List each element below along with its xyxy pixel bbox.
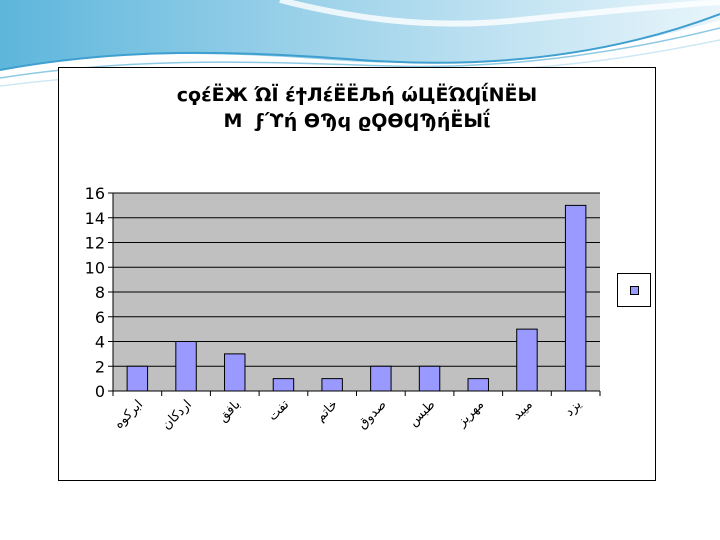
chart-legend — [617, 273, 651, 307]
y-tick-label: 12 — [85, 234, 105, 253]
bar — [225, 354, 245, 391]
bar — [371, 366, 391, 391]
x-tick-label: صدوق — [355, 397, 390, 432]
y-tick-label: 8 — [95, 283, 105, 302]
x-tick-label: طبس — [406, 397, 438, 429]
x-tick-label: اردکان — [159, 397, 195, 433]
y-tick-label: 2 — [95, 357, 105, 376]
x-tick-label: یزد — [562, 397, 585, 420]
x-tick-label: بافق — [216, 397, 244, 425]
y-tick-label: 4 — [95, 333, 105, 352]
y-tick-label: 10 — [85, 258, 105, 277]
x-tick-label: ابرکوه — [111, 397, 146, 432]
x-tick-label: میبد — [510, 397, 536, 423]
bar — [127, 366, 147, 391]
legend-swatch — [630, 286, 639, 295]
bar — [517, 329, 537, 391]
y-tick-label: 16 — [85, 184, 105, 203]
bar — [176, 342, 196, 392]
bar — [419, 366, 439, 391]
bar — [273, 379, 293, 391]
bar — [468, 379, 488, 391]
y-tick-label: 6 — [95, 308, 105, 327]
x-tick-label: خاتم — [313, 397, 341, 425]
y-tick-label: 0 — [95, 382, 105, 401]
x-tick-label: مهریز — [454, 397, 487, 430]
y-tick-label: 14 — [85, 209, 105, 228]
bar — [565, 205, 585, 391]
x-tick-label: تفت — [265, 397, 292, 424]
bar — [322, 379, 342, 391]
